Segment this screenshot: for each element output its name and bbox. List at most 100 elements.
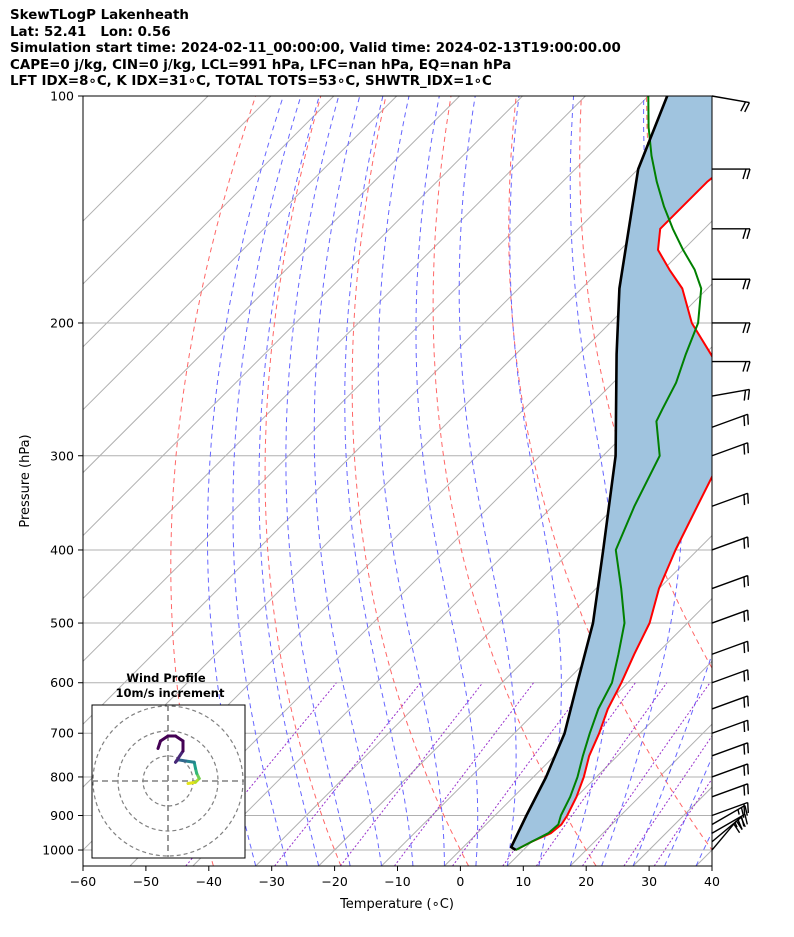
wind-barb	[711, 742, 750, 757]
moist-adiabat	[232, 96, 302, 866]
mixing-ratio-line	[535, 682, 668, 866]
wind-barb	[712, 278, 751, 290]
simulation-times: Simulation start time: 2024-02-11_00:00:…	[10, 41, 621, 57]
y-tick-label: 800	[50, 769, 74, 784]
wind-barb-staff	[711, 95, 750, 104]
mixing-ratio-line	[274, 682, 421, 866]
x-tick-label: 20	[578, 874, 594, 889]
station-title: SkewTLogP Lakenheath	[10, 8, 189, 23]
wind-barb-flag	[744, 805, 748, 816]
wind-barb-staff	[711, 695, 748, 710]
wind-barb-flag	[747, 720, 750, 731]
isotherm-line	[506, 660, 712, 866]
x-tick-label: −30	[259, 874, 285, 889]
wind-barb	[711, 413, 750, 428]
wind-barb	[711, 536, 750, 551]
moist-adiabat	[313, 96, 382, 866]
dry-adiabat	[579, 96, 712, 670]
wind-barbs	[711, 95, 751, 851]
moist-adiabat	[458, 96, 517, 866]
isotherm-line	[83, 96, 272, 285]
wind-barb	[711, 813, 748, 834]
wind-barb-flag	[747, 763, 750, 775]
wind-barb	[712, 168, 751, 180]
wind-barb-flag	[743, 721, 746, 733]
y-axis-label: Pressure (hPa)	[18, 434, 33, 527]
wind-barb-flag	[743, 415, 746, 427]
hodograph-segment	[159, 734, 170, 743]
wind-barb-flag	[747, 695, 750, 707]
x-tick-label: 10	[515, 874, 531, 889]
isotherm-line	[83, 96, 335, 348]
isotherm-line	[83, 96, 398, 411]
wind-barb-flag	[743, 390, 747, 401]
wind-barb-flag	[740, 816, 745, 827]
mixing-ratio-line	[393, 682, 535, 866]
wind-barb	[711, 640, 750, 655]
cin-shading	[511, 96, 712, 850]
wind-barb-flag	[743, 494, 746, 506]
wind-barb-flag	[746, 322, 751, 334]
wind-barb-staff	[711, 742, 748, 757]
wind-barb-staff	[711, 442, 748, 457]
isotherm-line	[83, 96, 712, 725]
wind-barb-flag	[740, 101, 747, 112]
dry-adiabat	[432, 96, 597, 866]
isotherm-line	[83, 96, 523, 537]
y-tick-label: 300	[50, 448, 74, 463]
isotherm-line	[83, 96, 586, 600]
wind-barb-staff	[711, 804, 746, 826]
wind-barb	[711, 388, 751, 401]
wind-barb-flag	[743, 744, 746, 755]
y-tick-label: 200	[50, 315, 74, 330]
wind-barb-half-flag	[737, 809, 740, 815]
wind-barb-flag	[747, 414, 750, 425]
wind-barb-staff	[711, 492, 748, 507]
wind-barb-staff	[711, 783, 748, 798]
wind-barb-flag	[740, 807, 745, 818]
wind-barb	[711, 492, 750, 507]
moist-adiabat	[258, 96, 320, 866]
isotherm-line	[129, 283, 712, 866]
y-tick-label: 600	[50, 675, 74, 690]
wind-barb-flag	[743, 803, 746, 815]
wind-barb-flag	[746, 279, 751, 290]
index-parameters: LFT IDX=8∘C, K IDX=31∘C, TOTAL TOTS=53∘C…	[10, 74, 492, 90]
wind-barb-flag	[743, 444, 746, 455]
wind-barb	[711, 783, 750, 798]
x-tick-label: 30	[641, 874, 657, 889]
x-tick-label: −10	[384, 874, 410, 889]
y-tick-label: 1000	[42, 843, 74, 858]
wind-barb-flag	[743, 697, 746, 708]
wind-barb	[712, 228, 751, 239]
inset-subtitle: 10m/s increment	[116, 686, 225, 700]
wind-barb-staff	[711, 719, 748, 734]
mixing-ratio-line	[623, 735, 712, 866]
isotherm-line	[381, 534, 712, 866]
wind-barb-flag	[747, 610, 750, 621]
wind-profile-inset: Wind Profile 10m/s increment	[91, 671, 246, 859]
moist-adiabat	[632, 652, 712, 866]
wind-barb	[711, 442, 750, 457]
dry-adiabat	[777, 96, 794, 866]
wind-barb-flag	[744, 102, 751, 113]
wind-barb-staff	[711, 813, 746, 834]
cape-cin-fill	[511, 96, 712, 850]
wind-barb-staff	[711, 669, 748, 684]
wind-barb	[711, 574, 750, 590]
wind-barb-flag	[743, 785, 746, 796]
wind-barb-staff	[711, 801, 748, 817]
wind-barb-flag	[746, 228, 751, 239]
wind-barb-flag	[747, 669, 750, 681]
y-tick-label: 100	[50, 89, 74, 104]
gridlines	[83, 96, 712, 866]
wind-barb-flag	[747, 641, 750, 652]
wind-barb	[711, 801, 750, 817]
wind-barb-flag	[742, 279, 747, 290]
wind-barb-staff	[711, 763, 748, 778]
wind-barb	[712, 360, 751, 372]
isotherm-line	[255, 409, 712, 866]
wind-barb-flag	[744, 814, 748, 825]
wind-barb-flag	[743, 671, 746, 682]
